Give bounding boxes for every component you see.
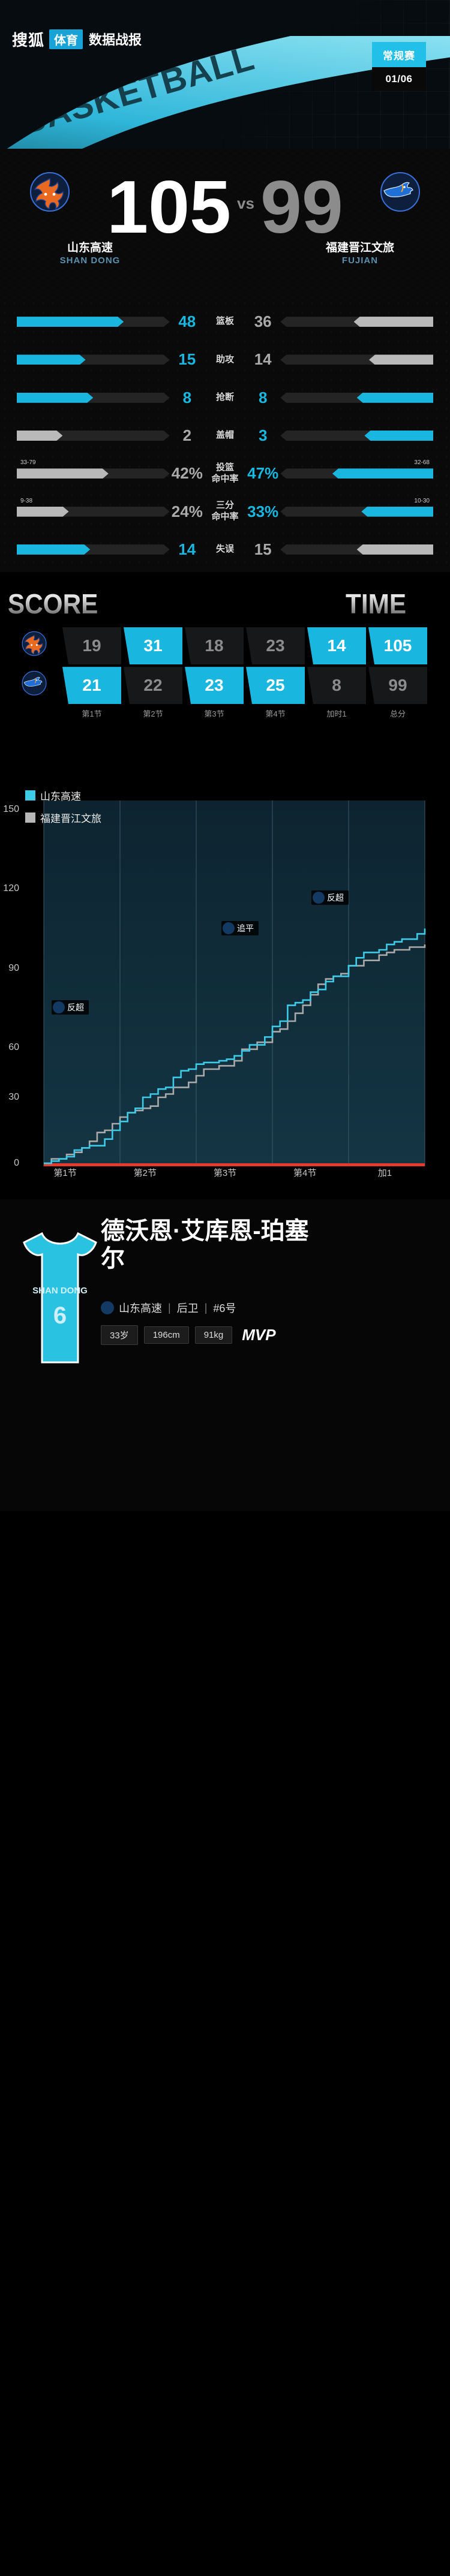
svg-text:SHAN DONG: SHAN DONG: [32, 1286, 88, 1296]
svg-text:6: 6: [53, 1302, 67, 1329]
